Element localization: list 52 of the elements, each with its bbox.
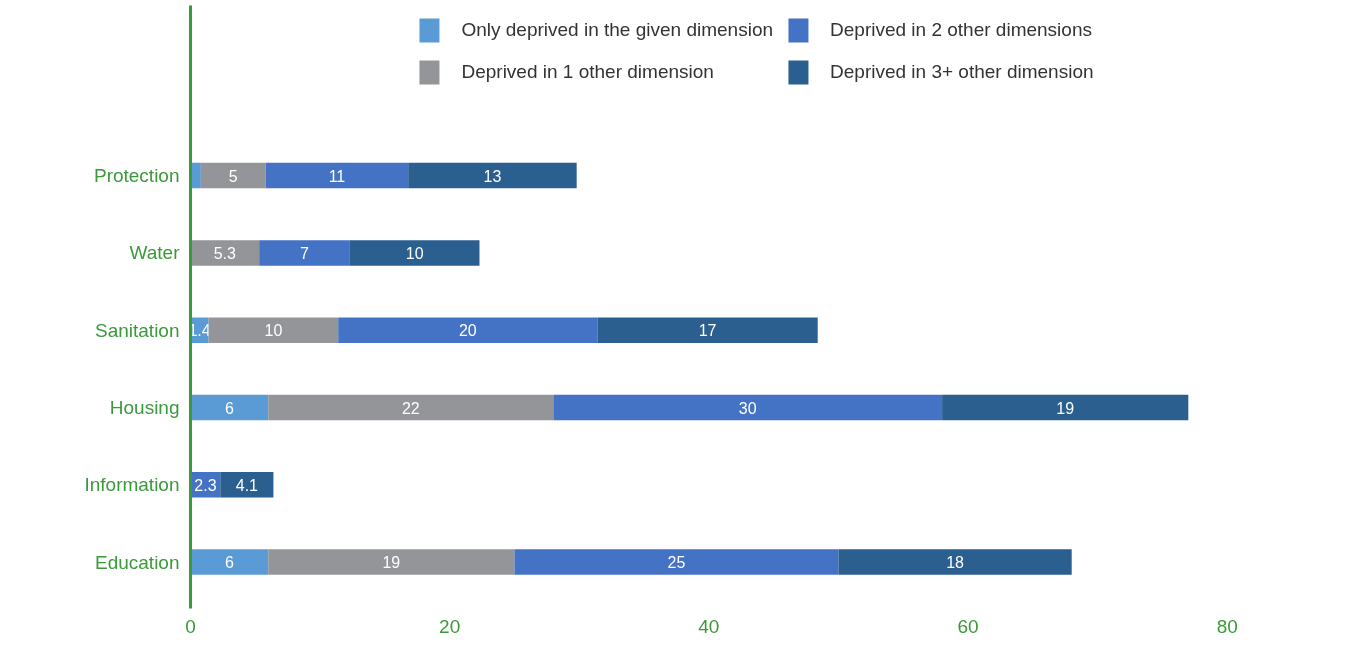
data-label: 2.3 (194, 476, 217, 494)
bar (190, 549, 269, 575)
legend-label: Deprived in 2 other dimensions (830, 19, 1092, 41)
data-label: 7 (300, 244, 310, 262)
data-label: 11 (328, 167, 346, 185)
x-tick-label: 60 (957, 615, 979, 637)
y-tick-label: Protection (93, 165, 180, 187)
x-tick-label: 40 (698, 615, 720, 637)
data-label: 25 (667, 554, 686, 572)
bar (514, 549, 839, 575)
data-label: 22 (401, 399, 420, 417)
data-label: 19 (382, 554, 401, 572)
data-label: 13 (483, 167, 502, 185)
data-label: 17 (698, 322, 717, 340)
data-label: 6 (224, 554, 234, 572)
legend-label: Deprived in 1 other dimension (461, 61, 714, 83)
x-tick-label: 0 (185, 615, 196, 637)
data-label: 5 (228, 167, 238, 185)
bar (349, 240, 480, 266)
bar (220, 472, 274, 498)
data-label: 10 (264, 322, 283, 340)
data-label: 18 (946, 554, 965, 572)
data-label: 19 (1056, 399, 1075, 417)
y-tick-label: Sanitation (94, 319, 180, 341)
legend-label: Only deprived in the given dimension (461, 19, 774, 41)
data-label: 30 (738, 399, 757, 417)
x-tick-label: 80 (1216, 615, 1238, 637)
bar (942, 394, 1189, 421)
bar (200, 162, 266, 189)
data-label: 10 (405, 244, 424, 262)
legend-label: Deprived in 3+ other dimension (830, 61, 1094, 83)
x-tick-label: 20 (439, 615, 461, 637)
bar (265, 162, 409, 189)
bar (838, 549, 1072, 575)
y-tick-label: Water (129, 242, 181, 264)
bar (190, 394, 269, 421)
bar (259, 240, 350, 266)
bar (553, 394, 943, 421)
y-tick-label: Education (94, 551, 180, 573)
y-tick-label: Housing (109, 397, 180, 418)
bar (268, 549, 515, 575)
bar (597, 317, 818, 343)
data-label: 4.1 (235, 476, 259, 494)
data-label: 6 (224, 399, 234, 417)
y-tick-label: Information (84, 474, 180, 496)
bar (338, 317, 598, 343)
data-label: 20 (458, 322, 477, 340)
bar (268, 394, 554, 421)
data-label: 5.3 (213, 244, 237, 262)
bar (408, 162, 577, 189)
bar (208, 317, 339, 343)
bar (190, 240, 260, 266)
